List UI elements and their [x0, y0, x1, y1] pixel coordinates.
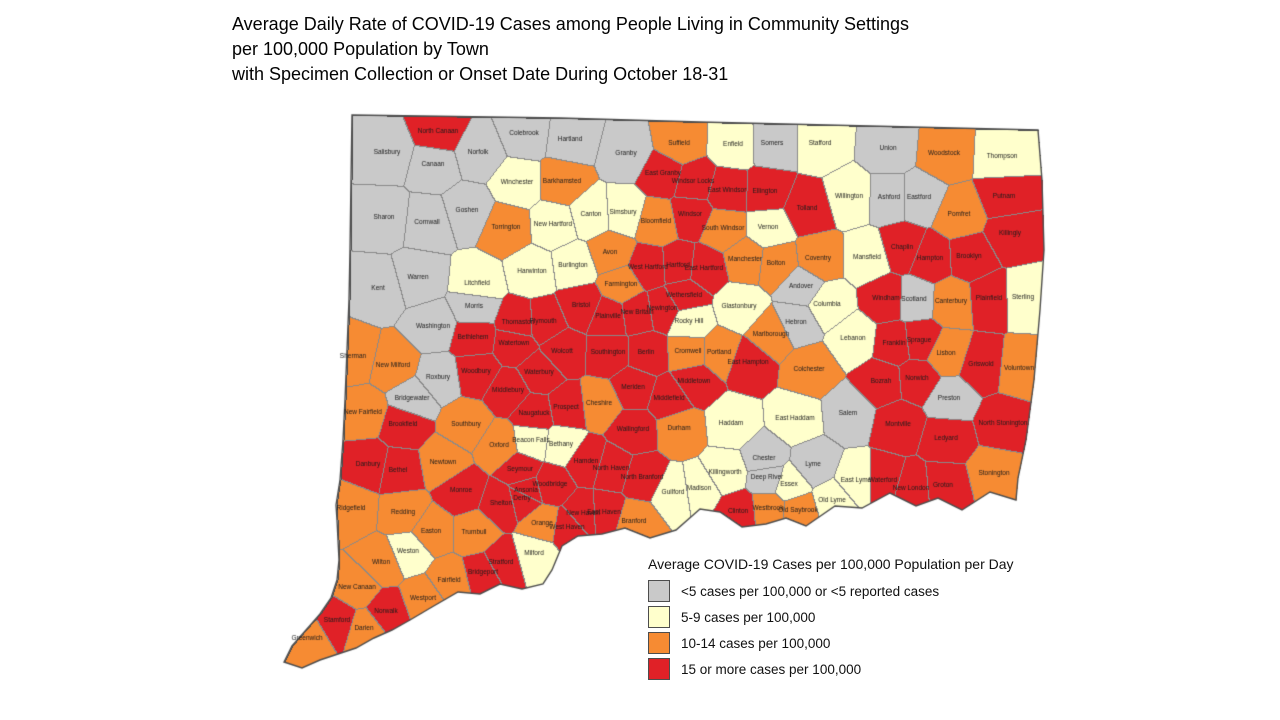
title-line-3: with Specimen Collection or Onset Date D…: [232, 64, 729, 84]
legend-title: Average COVID-19 Cases per 100,000 Popul…: [648, 556, 1014, 572]
legend-item-label: 5-9 cases per 100,000: [681, 609, 816, 625]
title-line-2: per 100,000 Population by Town: [232, 39, 489, 59]
legend-item-label: 15 or more cases per 100,000: [681, 661, 862, 677]
legend-item-label: <5 cases per 100,000 or <5 reported case…: [681, 583, 940, 599]
legend-swatch: [648, 580, 670, 602]
title-line-1: Average Daily Rate of COVID-19 Cases amo…: [232, 14, 909, 34]
legend-item: 10-14 cases per 100,000: [648, 630, 1078, 656]
legend-swatch: [648, 632, 670, 654]
page-title: Average Daily Rate of COVID-19 Cases amo…: [232, 12, 909, 87]
legend-items: <5 cases per 100,000 or <5 reported case…: [648, 578, 1078, 682]
legend-item: 15 or more cases per 100,000: [648, 656, 1078, 682]
legend-swatch: [648, 606, 670, 628]
legend: Average COVID-19 Cases per 100,000 Popul…: [648, 556, 1078, 682]
legend-item: <5 cases per 100,000 or <5 reported case…: [648, 578, 1078, 604]
legend-item: 5-9 cases per 100,000: [648, 604, 1078, 630]
legend-item-label: 10-14 cases per 100,000: [681, 635, 831, 651]
legend-swatch: [648, 658, 670, 680]
